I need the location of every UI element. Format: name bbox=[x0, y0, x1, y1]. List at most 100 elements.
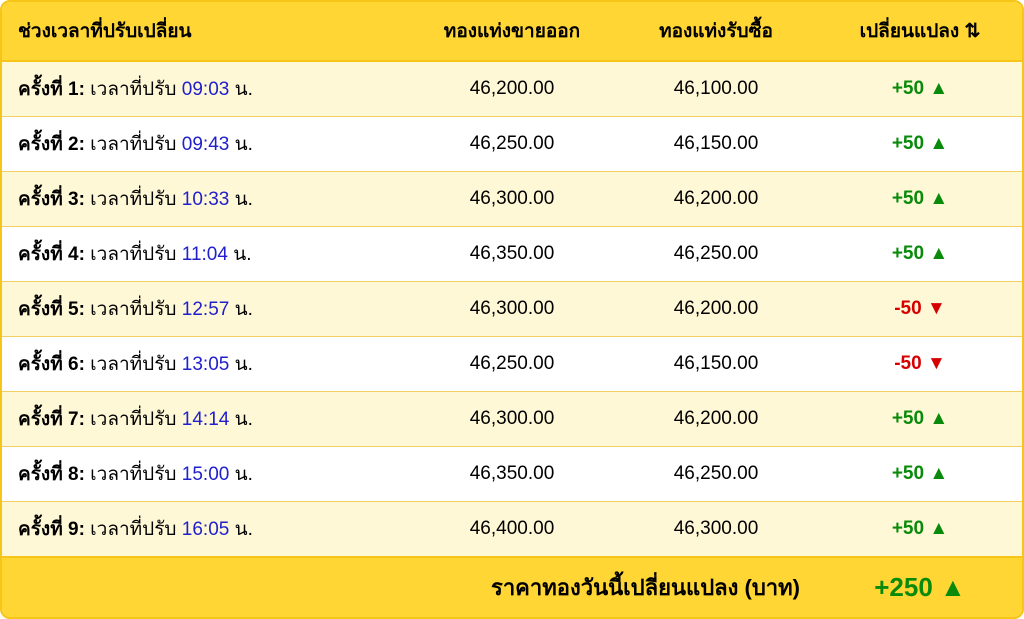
cell-change: -50 ▼ bbox=[818, 282, 1022, 337]
row-time-suffix: น. bbox=[233, 244, 251, 265]
row-time-value: 16:05 bbox=[182, 519, 230, 540]
cell-change: +50 ▲ bbox=[818, 61, 1022, 117]
row-prefix: ครั้งที่ 5: bbox=[18, 299, 85, 320]
header-change: เปลี่ยนแปลง ⇅ bbox=[818, 2, 1022, 61]
cell-sell: 46,300.00 bbox=[410, 392, 614, 447]
cell-sell: 46,350.00 bbox=[410, 447, 614, 502]
cell-change: +50 ▲ bbox=[818, 392, 1022, 447]
footer-label: ราคาทองวันนี้เปลี่ยนแปลง (บาท) bbox=[2, 557, 818, 617]
cell-buy: 46,100.00 bbox=[614, 61, 818, 117]
row-time-label: เวลาที่ปรับ bbox=[90, 244, 176, 265]
header-buy: ทองแท่งรับซื้อ bbox=[614, 2, 818, 61]
change-value: +50 bbox=[892, 518, 924, 539]
arrow-down-icon: ▼ bbox=[927, 298, 946, 319]
row-time-label: เวลาที่ปรับ bbox=[90, 409, 176, 430]
arrow-up-icon: ▲ bbox=[929, 243, 948, 264]
row-prefix: ครั้งที่ 4: bbox=[18, 244, 85, 265]
table-row: ครั้งที่ 8: เวลาที่ปรับ 15:00 น.46,350.0… bbox=[2, 447, 1022, 502]
row-time-value: 13:05 bbox=[182, 354, 230, 375]
cell-time: ครั้งที่ 7: เวลาที่ปรับ 14:14 น. bbox=[2, 392, 410, 447]
cell-sell: 46,300.00 bbox=[410, 282, 614, 337]
cell-sell: 46,400.00 bbox=[410, 502, 614, 558]
table-row: ครั้งที่ 3: เวลาที่ปรับ 10:33 น.46,300.0… bbox=[2, 172, 1022, 227]
row-time-value: 09:03 bbox=[182, 79, 230, 100]
row-time-label: เวลาที่ปรับ bbox=[90, 464, 176, 485]
row-time-suffix: น. bbox=[235, 189, 253, 210]
row-time-value: 10:33 bbox=[182, 189, 230, 210]
arrow-down-icon: ▼ bbox=[927, 353, 946, 374]
row-time-label: เวลาที่ปรับ bbox=[90, 79, 176, 100]
table-row: ครั้งที่ 9: เวลาที่ปรับ 16:05 น.46,400.0… bbox=[2, 502, 1022, 558]
table-header-row: ช่วงเวลาที่ปรับเปลี่ยน ทองแท่งขายออก ทอง… bbox=[2, 2, 1022, 61]
table-row: ครั้งที่ 4: เวลาที่ปรับ 11:04 น.46,350.0… bbox=[2, 227, 1022, 282]
row-time-value: 12:57 bbox=[182, 299, 230, 320]
cell-change: +50 ▲ bbox=[818, 117, 1022, 172]
cell-time: ครั้งที่ 8: เวลาที่ปรับ 15:00 น. bbox=[2, 447, 410, 502]
change-value: +50 bbox=[892, 408, 924, 429]
cell-change: +50 ▲ bbox=[818, 227, 1022, 282]
row-prefix: ครั้งที่ 6: bbox=[18, 354, 85, 375]
row-prefix: ครั้งที่ 3: bbox=[18, 189, 85, 210]
row-time-suffix: น. bbox=[235, 519, 253, 540]
cell-sell: 46,300.00 bbox=[410, 172, 614, 227]
row-time-label: เวลาที่ปรับ bbox=[90, 354, 176, 375]
row-prefix: ครั้งที่ 9: bbox=[18, 519, 85, 540]
cell-sell: 46,250.00 bbox=[410, 117, 614, 172]
table-row: ครั้งที่ 5: เวลาที่ปรับ 12:57 น.46,300.0… bbox=[2, 282, 1022, 337]
price-table: ช่วงเวลาที่ปรับเปลี่ยน ทองแท่งขายออก ทอง… bbox=[2, 2, 1022, 617]
cell-change: +50 ▲ bbox=[818, 502, 1022, 558]
cell-change: +50 ▲ bbox=[818, 172, 1022, 227]
row-prefix: ครั้งที่ 7: bbox=[18, 409, 85, 430]
change-value: +50 bbox=[892, 243, 924, 264]
cell-change: +50 ▲ bbox=[818, 447, 1022, 502]
row-time-label: เวลาที่ปรับ bbox=[90, 519, 176, 540]
cell-buy: 46,200.00 bbox=[614, 392, 818, 447]
row-time-suffix: น. bbox=[235, 464, 253, 485]
header-time: ช่วงเวลาที่ปรับเปลี่ยน bbox=[2, 2, 410, 61]
arrow-up-icon: ▲ bbox=[929, 463, 948, 484]
cell-change: -50 ▼ bbox=[818, 337, 1022, 392]
cell-buy: 46,150.00 bbox=[614, 117, 818, 172]
row-time-value: 14:14 bbox=[182, 409, 230, 430]
arrow-up-icon: ▲ bbox=[929, 188, 948, 209]
change-value: -50 bbox=[894, 353, 921, 374]
gold-price-table: ช่วงเวลาที่ปรับเปลี่ยน ทองแท่งขายออก ทอง… bbox=[0, 0, 1024, 619]
arrow-up-icon: ▲ bbox=[929, 78, 948, 99]
row-time-suffix: น. bbox=[235, 354, 253, 375]
row-time-value: 15:00 bbox=[182, 464, 230, 485]
row-prefix: ครั้งที่ 8: bbox=[18, 464, 85, 485]
row-time-value: 09:43 bbox=[182, 134, 230, 155]
row-time-label: เวลาที่ปรับ bbox=[90, 189, 176, 210]
table-row: ครั้งที่ 1: เวลาที่ปรับ 09:03 น.46,200.0… bbox=[2, 61, 1022, 117]
row-time-label: เวลาที่ปรับ bbox=[90, 299, 176, 320]
cell-time: ครั้งที่ 6: เวลาที่ปรับ 13:05 น. bbox=[2, 337, 410, 392]
cell-buy: 46,250.00 bbox=[614, 227, 818, 282]
arrow-up-icon: ▲ bbox=[940, 572, 966, 602]
cell-sell: 46,200.00 bbox=[410, 61, 614, 117]
row-time-suffix: น. bbox=[235, 134, 253, 155]
row-time-value: 11:04 bbox=[182, 244, 228, 265]
change-value: -50 bbox=[894, 298, 921, 319]
cell-buy: 46,200.00 bbox=[614, 172, 818, 227]
arrow-up-icon: ▲ bbox=[929, 133, 948, 154]
cell-time: ครั้งที่ 3: เวลาที่ปรับ 10:33 น. bbox=[2, 172, 410, 227]
row-prefix: ครั้งที่ 2: bbox=[18, 134, 85, 155]
cell-sell: 46,350.00 bbox=[410, 227, 614, 282]
change-value: +50 bbox=[892, 78, 924, 99]
table-row: ครั้งที่ 6: เวลาที่ปรับ 13:05 น.46,250.0… bbox=[2, 337, 1022, 392]
cell-time: ครั้งที่ 4: เวลาที่ปรับ 11:04 น. bbox=[2, 227, 410, 282]
cell-buy: 46,150.00 bbox=[614, 337, 818, 392]
cell-buy: 46,200.00 bbox=[614, 282, 818, 337]
cell-buy: 46,250.00 bbox=[614, 447, 818, 502]
row-time-suffix: น. bbox=[235, 409, 253, 430]
row-time-label: เวลาที่ปรับ bbox=[90, 134, 176, 155]
cell-time: ครั้งที่ 9: เวลาที่ปรับ 16:05 น. bbox=[2, 502, 410, 558]
cell-sell: 46,250.00 bbox=[410, 337, 614, 392]
cell-time: ครั้งที่ 1: เวลาที่ปรับ 09:03 น. bbox=[2, 61, 410, 117]
footer-value: +250 bbox=[874, 572, 940, 602]
arrow-up-icon: ▲ bbox=[929, 518, 948, 539]
cell-time: ครั้งที่ 2: เวลาที่ปรับ 09:43 น. bbox=[2, 117, 410, 172]
footer-value-cell: +250 ▲ bbox=[818, 557, 1022, 617]
row-time-suffix: น. bbox=[235, 79, 253, 100]
cell-time: ครั้งที่ 5: เวลาที่ปรับ 12:57 น. bbox=[2, 282, 410, 337]
